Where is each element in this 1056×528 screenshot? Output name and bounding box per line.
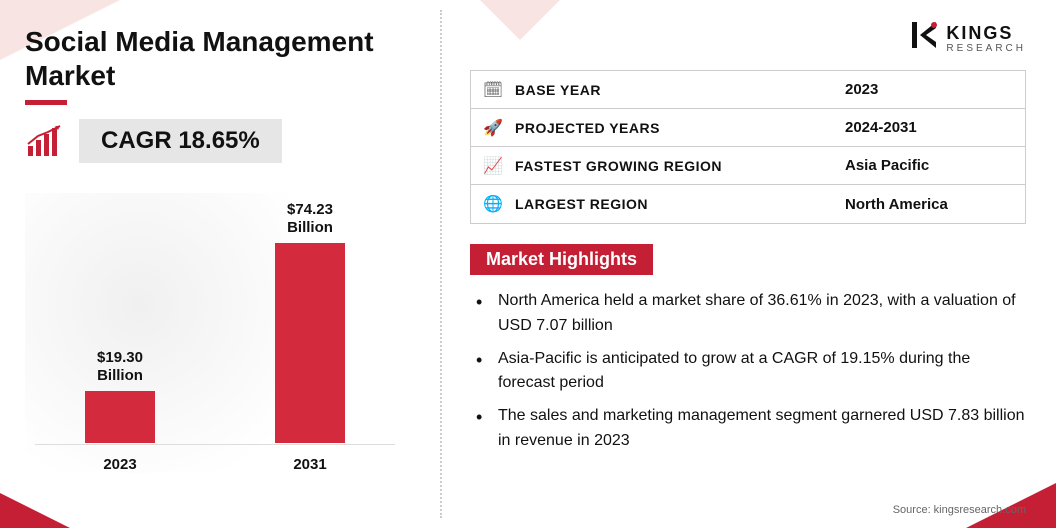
highlights-heading: Market Highlights: [470, 244, 653, 275]
info-row: 🗓BASE YEAR2023: [471, 71, 1025, 109]
bar: [275, 243, 345, 443]
chart-growth-icon: [25, 121, 65, 161]
brand-logo: KINGS RESEARCH: [910, 20, 1026, 58]
info-value: 2023: [845, 81, 1025, 98]
info-value: Asia Pacific: [845, 157, 1025, 174]
logo-text-line1: KINGS: [946, 24, 1026, 42]
decor-triangle-bottom-left: [0, 493, 70, 528]
bar-value-label: $19.30Billion: [97, 349, 143, 385]
right-panel: KINGS RESEARCH 🗓BASE YEAR2023🚀PROJECTED …: [470, 20, 1026, 462]
bar-chart: $19.30Billion $74.23Billion 2023 2031: [25, 193, 405, 473]
cagr-value: CAGR 18.65%: [79, 119, 282, 163]
left-panel: Social Media Management Market CAGR 18.6…: [25, 25, 425, 473]
vertical-divider: [440, 10, 442, 518]
highlight-item: The sales and marketing management segme…: [494, 404, 1026, 454]
info-key: PROJECTED YEARS: [515, 120, 845, 136]
chart-baseline: [35, 444, 395, 445]
source-label: Source: kingsresearch.com: [893, 504, 1026, 516]
info-row: 🚀PROJECTED YEARS2024-2031: [471, 109, 1025, 147]
cagr-row: CAGR 18.65%: [25, 119, 425, 163]
logo-text-line2: RESEARCH: [946, 44, 1026, 54]
info-row: 🌐LARGEST REGIONNorth America: [471, 185, 1025, 223]
page-title: Social Media Management Market: [25, 25, 425, 92]
info-value: North America: [845, 196, 1025, 213]
globe-icon: 🌐: [471, 194, 515, 214]
x-axis-label: 2031: [250, 456, 370, 473]
highlights-list: North America held a market share of 36.…: [470, 289, 1026, 454]
bar-value-label: $74.23Billion: [287, 201, 333, 237]
info-key: LARGEST REGION: [515, 196, 845, 212]
growth-icon: 📈: [471, 156, 515, 176]
x-axis-label: 2023: [60, 456, 180, 473]
info-key: FASTEST GROWING REGION: [515, 158, 845, 174]
bar: [85, 391, 155, 443]
info-key: BASE YEAR: [515, 82, 845, 98]
info-row: 📈FASTEST GROWING REGIONAsia Pacific: [471, 147, 1025, 185]
highlight-item: North America held a market share of 36.…: [494, 289, 1026, 339]
info-table: 🗓BASE YEAR2023🚀PROJECTED YEARS2024-2031📈…: [470, 70, 1026, 224]
logo-mark-icon: [910, 20, 940, 58]
highlight-item: Asia-Pacific is anticipated to grow at a…: [494, 347, 1026, 397]
bar-group: $74.23Billion: [250, 201, 370, 443]
title-underline: [25, 100, 67, 105]
calendar-icon: 🗓: [471, 80, 515, 100]
bar-group: $19.30Billion: [60, 349, 180, 443]
rocket-icon: 🚀: [471, 118, 515, 138]
info-value: 2024-2031: [845, 119, 1025, 136]
